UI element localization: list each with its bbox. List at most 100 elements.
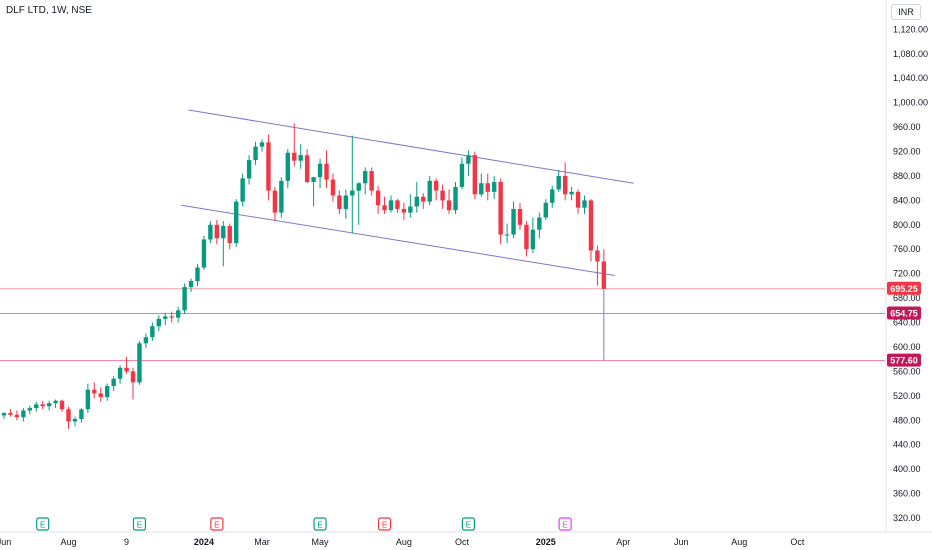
candle[interactable] — [601, 261, 607, 289]
candle[interactable] — [111, 378, 116, 387]
candle[interactable] — [492, 182, 497, 192]
candle[interactable] — [227, 226, 232, 244]
candle[interactable] — [337, 195, 342, 209]
candle[interactable] — [137, 343, 142, 383]
candle[interactable] — [517, 208, 523, 225]
trend-line[interactable] — [188, 109, 634, 184]
candle[interactable] — [150, 326, 155, 338]
candle[interactable] — [195, 267, 200, 282]
candle[interactable] — [414, 196, 419, 207]
candle[interactable] — [279, 180, 284, 213]
earnings-marker[interactable]: E — [132, 517, 147, 531]
candle[interactable] — [395, 200, 400, 209]
earnings-marker[interactable]: E — [461, 517, 475, 531]
candle[interactable] — [433, 180, 439, 191]
candle[interactable] — [556, 175, 561, 190]
candle[interactable] — [440, 190, 445, 201]
candle[interactable] — [40, 404, 45, 407]
candle[interactable] — [375, 190, 381, 206]
candle[interactable] — [427, 180, 432, 202]
candle[interactable] — [34, 404, 39, 409]
candle[interactable] — [350, 190, 355, 196]
earnings-marker[interactable]: E — [558, 517, 572, 531]
candle[interactable] — [595, 250, 600, 262]
candle[interactable] — [537, 217, 542, 230]
candle[interactable] — [504, 234, 510, 236]
candle[interactable] — [130, 371, 136, 383]
candle[interactable] — [530, 229, 536, 250]
candle[interactable] — [292, 152, 297, 161]
candle[interactable] — [156, 318, 161, 327]
candle[interactable] — [1, 412, 7, 416]
candle[interactable] — [253, 146, 258, 161]
candle[interactable] — [543, 202, 548, 218]
candle[interactable] — [14, 414, 20, 418]
candle[interactable] — [272, 190, 278, 213]
candle[interactable] — [343, 195, 349, 209]
candle[interactable] — [330, 179, 336, 196]
candle[interactable] — [246, 160, 252, 179]
candle[interactable] — [266, 142, 271, 191]
candle[interactable] — [214, 224, 220, 239]
candle[interactable] — [85, 389, 91, 410]
candle[interactable] — [498, 182, 503, 235]
candle[interactable] — [304, 155, 310, 183]
candle[interactable] — [550, 189, 555, 203]
candle[interactable] — [511, 208, 516, 235]
candle[interactable] — [562, 175, 568, 195]
candle[interactable] — [124, 367, 129, 372]
candle[interactable] — [388, 200, 394, 211]
candle[interactable] — [363, 171, 368, 184]
earnings-marker[interactable]: E — [210, 517, 224, 531]
candle[interactable] — [98, 393, 103, 398]
candle[interactable] — [588, 200, 594, 251]
candle[interactable] — [466, 155, 471, 164]
candle[interactable] — [27, 408, 32, 411]
candle[interactable] — [21, 410, 26, 418]
candle[interactable] — [298, 155, 303, 161]
candle[interactable] — [169, 316, 174, 318]
candle[interactable] — [59, 400, 65, 410]
candle[interactable] — [143, 337, 149, 344]
earnings-marker[interactable]: E — [36, 517, 50, 531]
candle[interactable] — [234, 201, 239, 244]
candle[interactable] — [575, 191, 581, 208]
candle[interactable] — [117, 367, 123, 379]
candle[interactable] — [92, 389, 97, 394]
earnings-marker[interactable]: E — [313, 517, 327, 531]
candle[interactable] — [46, 403, 52, 407]
candle[interactable] — [524, 224, 529, 250]
candle[interactable] — [485, 183, 490, 192]
candle[interactable] — [569, 191, 574, 195]
candle[interactable] — [446, 200, 452, 211]
candle[interactable] — [175, 310, 181, 318]
candle[interactable] — [453, 186, 458, 211]
candle[interactable] — [66, 409, 71, 422]
candle[interactable] — [356, 183, 361, 191]
candle[interactable] — [369, 171, 374, 191]
candle[interactable] — [188, 281, 194, 288]
candle[interactable] — [582, 200, 587, 208]
candle[interactable] — [182, 287, 187, 311]
candle[interactable] — [408, 206, 413, 213]
candle[interactable] — [479, 183, 484, 195]
candle[interactable] — [259, 142, 265, 147]
candle[interactable] — [105, 386, 110, 398]
candle[interactable] — [221, 226, 226, 239]
candle[interactable] — [72, 419, 78, 422]
currency-selector[interactable]: INR — [891, 4, 921, 20]
earnings-marker[interactable]: E — [377, 517, 392, 531]
candle[interactable] — [311, 177, 316, 183]
trend-line[interactable] — [181, 204, 615, 277]
candle[interactable] — [163, 316, 168, 319]
candle[interactable] — [79, 409, 84, 420]
candle[interactable] — [208, 224, 213, 240]
candle[interactable] — [201, 239, 207, 268]
candle[interactable] — [317, 163, 323, 178]
candle[interactable] — [285, 152, 290, 181]
candle[interactable] — [459, 163, 465, 187]
candle[interactable] — [324, 163, 329, 180]
candle[interactable] — [401, 208, 407, 213]
candle[interactable] — [240, 178, 245, 202]
